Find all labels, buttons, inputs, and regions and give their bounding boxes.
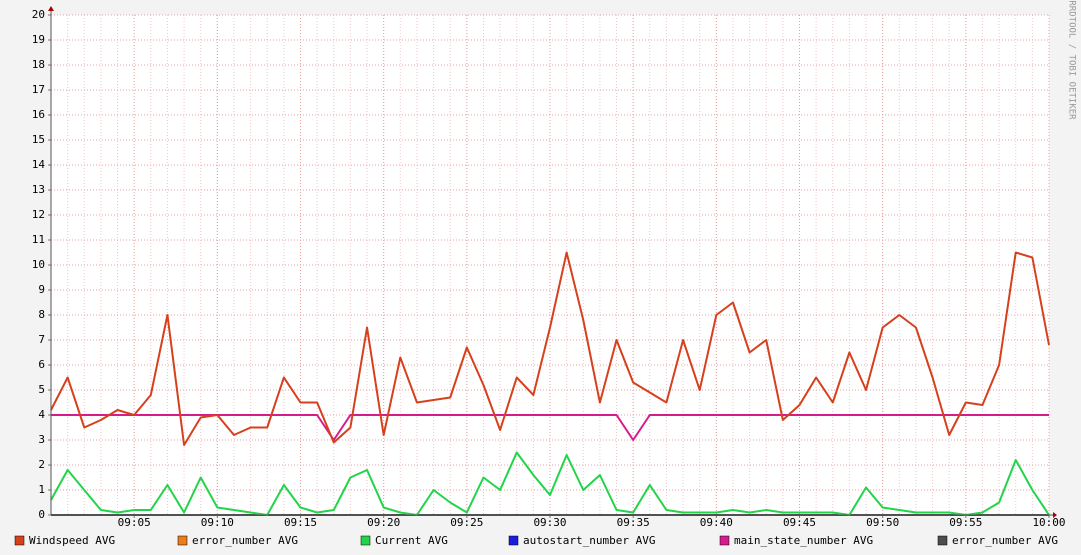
y-tick-label: 20 [32, 8, 45, 21]
y-tick-label: 9 [38, 283, 45, 296]
y-tick-label: 12 [32, 208, 45, 221]
legend-label: autostart_number AVG [523, 534, 655, 547]
y-tick-label: 13 [32, 183, 45, 196]
y-axis-arrow [48, 6, 54, 11]
x-tick-label: 09:05 [118, 516, 151, 529]
legend-swatch [14, 535, 25, 546]
y-tick-label: 4 [38, 408, 45, 421]
legend-label: error_number AVG [192, 534, 298, 547]
y-tick-label: 14 [32, 158, 46, 171]
x-axis-arrow [1053, 512, 1057, 518]
y-tick-label: 18 [32, 58, 45, 71]
x-tick-label: 09:20 [367, 516, 400, 529]
legend-swatch [360, 535, 371, 546]
legend-swatch [937, 535, 948, 546]
y-tick-label: 6 [38, 358, 45, 371]
legend-label: error_number AVG [952, 534, 1058, 547]
legend-label: main_state_number AVG [734, 534, 873, 547]
y-tick-label: 5 [38, 383, 45, 396]
x-tick-label: 09:25 [450, 516, 483, 529]
y-tick-label: 17 [32, 83, 45, 96]
y-tick-label: 7 [38, 333, 45, 346]
y-tick-label: 15 [32, 133, 45, 146]
y-tick-label: 16 [32, 108, 45, 121]
legend-label: Current AVG [375, 534, 448, 547]
x-tick-label: 09:30 [533, 516, 566, 529]
x-tick-label: 09:45 [783, 516, 816, 529]
x-tick-label: 09:55 [949, 516, 982, 529]
legend-swatch [719, 535, 730, 546]
x-tick-label: 09:50 [866, 516, 899, 529]
watermark: RRDTOOL / TOBI OETIKER [1067, 0, 1077, 120]
y-tick-label: 10 [32, 258, 45, 271]
y-tick-label: 1 [38, 483, 45, 496]
x-tick-label: 10:00 [1032, 516, 1065, 529]
y-tick-label: 3 [38, 433, 45, 446]
y-tick-label: 0 [38, 508, 45, 521]
y-tick-label: 11 [32, 233, 45, 246]
series-line [50, 451, 1050, 516]
y-tick-label: 2 [38, 458, 45, 471]
x-tick-label: 09:35 [617, 516, 650, 529]
legend-label: Windspeed AVG [29, 534, 115, 547]
x-tick-label: 09:40 [700, 516, 733, 529]
series-line [50, 251, 1050, 446]
x-tick-label: 09:15 [284, 516, 317, 529]
x-tick-label: 09:10 [201, 516, 234, 529]
legend-swatch [508, 535, 519, 546]
y-tick-label: 19 [32, 33, 45, 46]
y-tick-label: 8 [38, 308, 45, 321]
legend-swatch [177, 535, 188, 546]
